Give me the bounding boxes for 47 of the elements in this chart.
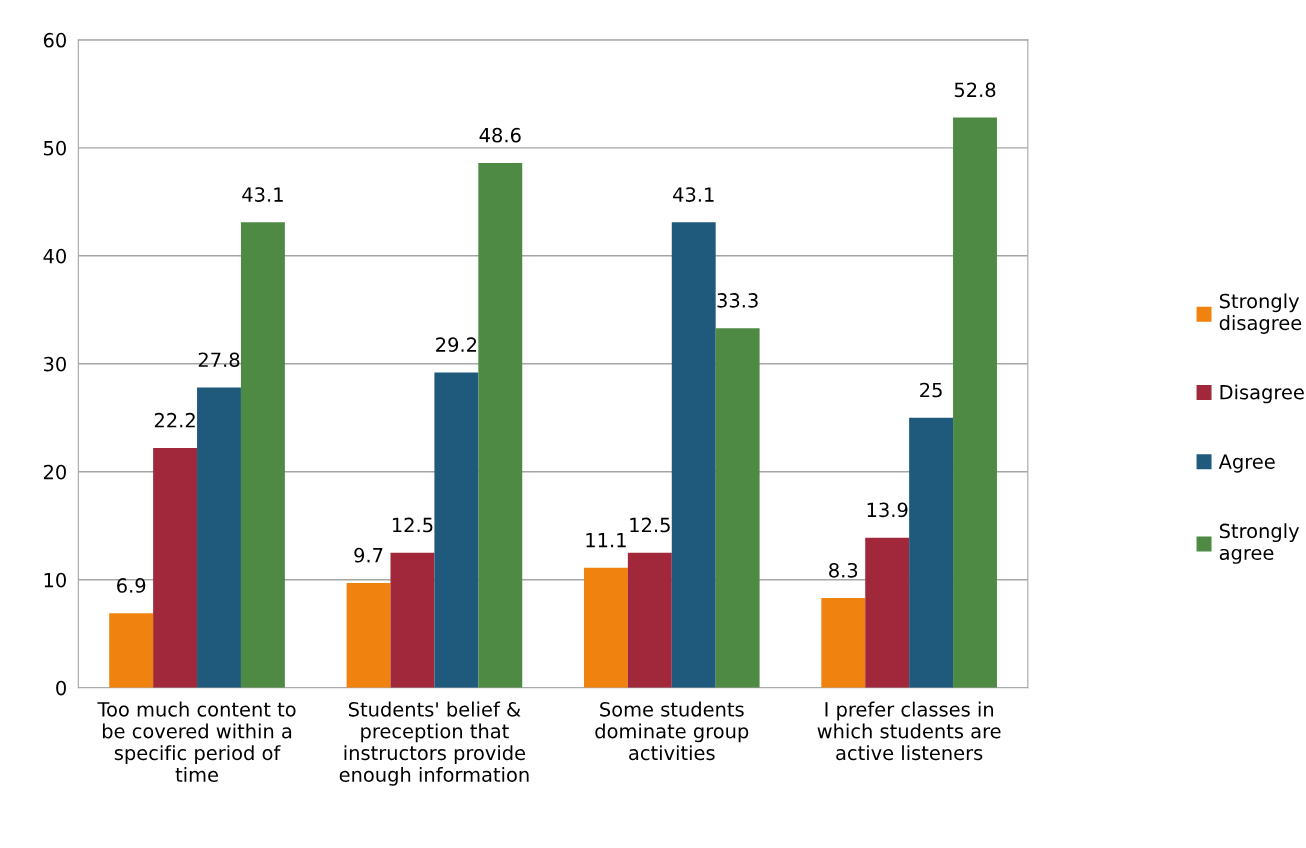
data-label: 43.1 xyxy=(242,187,283,202)
bar xyxy=(821,598,866,688)
legend-label: Strongly disagree xyxy=(1219,293,1302,334)
y-tick-label: 0 xyxy=(56,680,66,696)
bar xyxy=(240,222,285,688)
bar xyxy=(865,537,910,688)
data-label: 12.5 xyxy=(630,517,670,533)
y-tick-label: 60 xyxy=(43,32,66,48)
data-label: 12.5 xyxy=(392,517,433,533)
bar xyxy=(478,162,523,688)
bar xyxy=(627,552,672,688)
x-tick-label: Some students dominate group activities xyxy=(595,701,749,761)
x-tick-label: I prefer classes in which students are active listeners xyxy=(817,701,1001,761)
data-label: 6.9 xyxy=(117,578,146,593)
bar xyxy=(153,448,198,688)
bar xyxy=(390,552,435,688)
y-tick-label: 40 xyxy=(43,248,66,264)
data-label: 11.1 xyxy=(586,532,626,548)
bar xyxy=(671,222,716,688)
data-label: 48.6 xyxy=(479,127,521,143)
data-label: 33.3 xyxy=(717,293,758,308)
x-tick-label: Too much content to be covered within a specific period of time xyxy=(97,701,296,782)
data-label: 25 xyxy=(920,382,942,398)
data-label: 22.2 xyxy=(154,412,195,428)
bar xyxy=(346,582,391,688)
bar xyxy=(953,117,997,688)
bar xyxy=(109,613,154,688)
bar xyxy=(197,387,241,688)
data-label: 8.3 xyxy=(829,562,858,578)
legend-label: Strongly agree xyxy=(1219,523,1300,564)
legend-label: Disagree xyxy=(1220,384,1304,404)
data-label: 29.2 xyxy=(436,337,477,352)
bar xyxy=(434,372,479,688)
bar xyxy=(715,328,760,688)
data-label: 27.8 xyxy=(198,352,240,368)
x-tick-label: Students' belief & preception that instructors provide enough information xyxy=(339,701,529,786)
data-label: 43.1 xyxy=(673,187,714,202)
data-label: 52.8 xyxy=(954,82,996,98)
y-tick-label: 20 xyxy=(43,464,66,480)
bar xyxy=(909,417,954,688)
data-label: 9.7 xyxy=(354,547,383,563)
legend-label: Agree xyxy=(1218,454,1275,473)
data-label: 13.9 xyxy=(867,502,908,518)
y-tick-label: 10 xyxy=(44,572,66,588)
y-tick-label: 30 xyxy=(43,356,66,372)
y-tick-label: 50 xyxy=(44,140,66,156)
bar xyxy=(583,567,628,688)
